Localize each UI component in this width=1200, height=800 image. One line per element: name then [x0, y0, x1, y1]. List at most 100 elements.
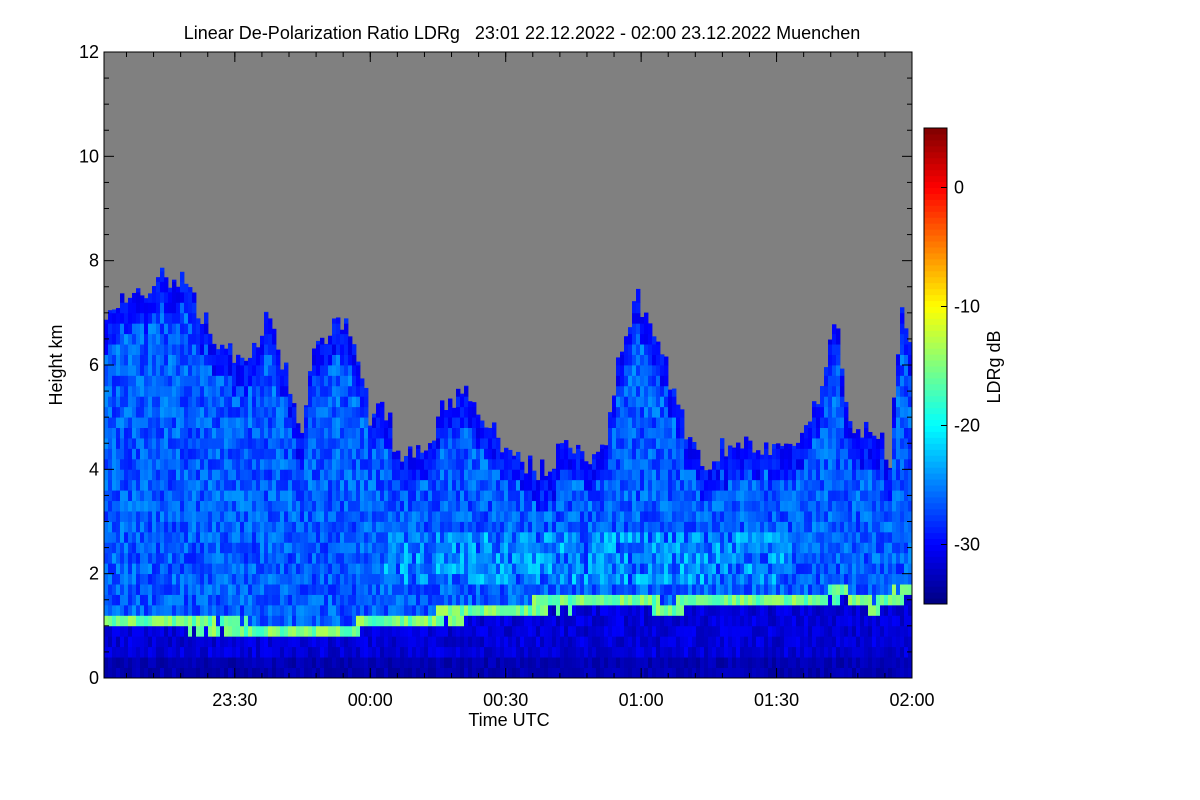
heatmap-cell [148, 521, 153, 533]
heatmap-cell [308, 511, 313, 522]
heatmap-cell [164, 479, 169, 491]
heatmap-cell [112, 636, 117, 648]
heatmap-cell [176, 417, 181, 428]
heatmap-cell [552, 657, 557, 668]
heatmap-cell [692, 469, 697, 481]
heatmap-cell [476, 667, 481, 679]
heatmap-cell [392, 552, 397, 564]
heatmap-cell [348, 406, 353, 418]
heatmap-cell [324, 448, 329, 460]
heatmap-cell [124, 657, 129, 668]
heatmap-cell [176, 542, 181, 554]
heatmap-cell [700, 466, 705, 470]
heatmap-cell [532, 490, 537, 502]
heatmap-cell [468, 625, 473, 637]
heatmap-cell [564, 646, 569, 658]
heatmap-cell [680, 657, 685, 668]
heatmap-cell [540, 646, 545, 658]
heatmap-cell [452, 542, 457, 554]
heatmap-cell [712, 531, 717, 543]
heatmap-cell [512, 479, 517, 491]
heatmap-cell [440, 448, 445, 460]
heatmap-cell [324, 657, 329, 668]
heatmap-cell [156, 354, 161, 366]
heatmap-cell [276, 657, 281, 668]
heatmap-cell [772, 594, 777, 606]
heatmap-cell [412, 636, 417, 648]
heatmap-cell [604, 646, 609, 658]
heatmap-cell [440, 406, 445, 418]
heatmap-cell [640, 427, 645, 439]
heatmap-cell [404, 500, 409, 512]
heatmap-cell [408, 469, 413, 481]
heatmap-cell [596, 458, 601, 470]
heatmap-cell [612, 500, 617, 512]
heatmap-cell [356, 604, 361, 616]
heatmap-cell [776, 458, 781, 470]
heatmap-cell [620, 542, 625, 554]
heatmap-cell [104, 636, 109, 648]
heatmap-cell [304, 490, 309, 502]
heatmap-cell [420, 667, 425, 679]
heatmap-cell [316, 375, 321, 387]
heatmap-cell [672, 542, 677, 554]
heatmap-cell [716, 511, 721, 522]
heatmap-cell [616, 406, 621, 418]
heatmap-cell [220, 657, 225, 668]
heatmap-cell [636, 563, 641, 575]
heatmap-cell [676, 406, 681, 418]
heatmap-cell [104, 657, 109, 668]
heatmap-cell [132, 552, 137, 564]
heatmap-cell [156, 657, 161, 668]
heatmap-cell [356, 625, 361, 637]
heatmap-cell [384, 657, 389, 668]
heatmap-cell [516, 625, 521, 637]
heatmap-cell [632, 500, 637, 512]
heatmap-cell [336, 667, 341, 679]
heatmap-cell [104, 531, 109, 543]
heatmap-cell [396, 625, 401, 637]
heatmap-cell [152, 500, 157, 512]
heatmap-cell [260, 657, 265, 668]
heatmap-cell [532, 470, 537, 481]
heatmap-cell [192, 375, 197, 387]
heatmap-cell [336, 427, 341, 439]
heatmap-cell [352, 490, 357, 502]
heatmap-cell [112, 511, 117, 522]
heatmap-cell [340, 385, 345, 397]
heatmap-cell [568, 500, 573, 512]
heatmap-cell [116, 594, 121, 606]
heatmap-cell [432, 594, 437, 606]
heatmap-cell [488, 511, 493, 522]
heatmap-cell [236, 375, 241, 387]
heatmap-cell [224, 615, 229, 627]
heatmap-cell [336, 584, 341, 595]
heatmap-cell [264, 344, 269, 355]
heatmap-cell [620, 406, 625, 418]
heatmap-cell [392, 490, 397, 502]
heatmap-cell [184, 604, 189, 616]
heatmap-cell [672, 500, 677, 512]
heatmap-cell [544, 573, 549, 585]
heatmap-cell [256, 347, 261, 355]
heatmap-cell [592, 657, 597, 668]
heatmap-cell [216, 448, 221, 460]
heatmap-cell [388, 427, 393, 439]
heatmap-cell [316, 406, 321, 418]
heatmap-cell [124, 563, 129, 575]
heatmap-cell [188, 531, 193, 543]
heatmap-cell [172, 531, 177, 543]
heatmap-cell [140, 479, 145, 491]
heatmap-cell [696, 646, 701, 658]
heatmap-cell [448, 398, 453, 408]
heatmap-cell [188, 646, 193, 658]
heatmap-cell [424, 511, 429, 522]
heatmap-cell [444, 667, 449, 679]
heatmap-cell [296, 521, 301, 533]
heatmap-cell [700, 657, 705, 668]
heatmap-cell [240, 417, 245, 428]
heatmap-cell [548, 584, 553, 595]
heatmap-cell [668, 636, 673, 648]
heatmap-cell [136, 500, 141, 512]
heatmap-cell [708, 584, 713, 595]
